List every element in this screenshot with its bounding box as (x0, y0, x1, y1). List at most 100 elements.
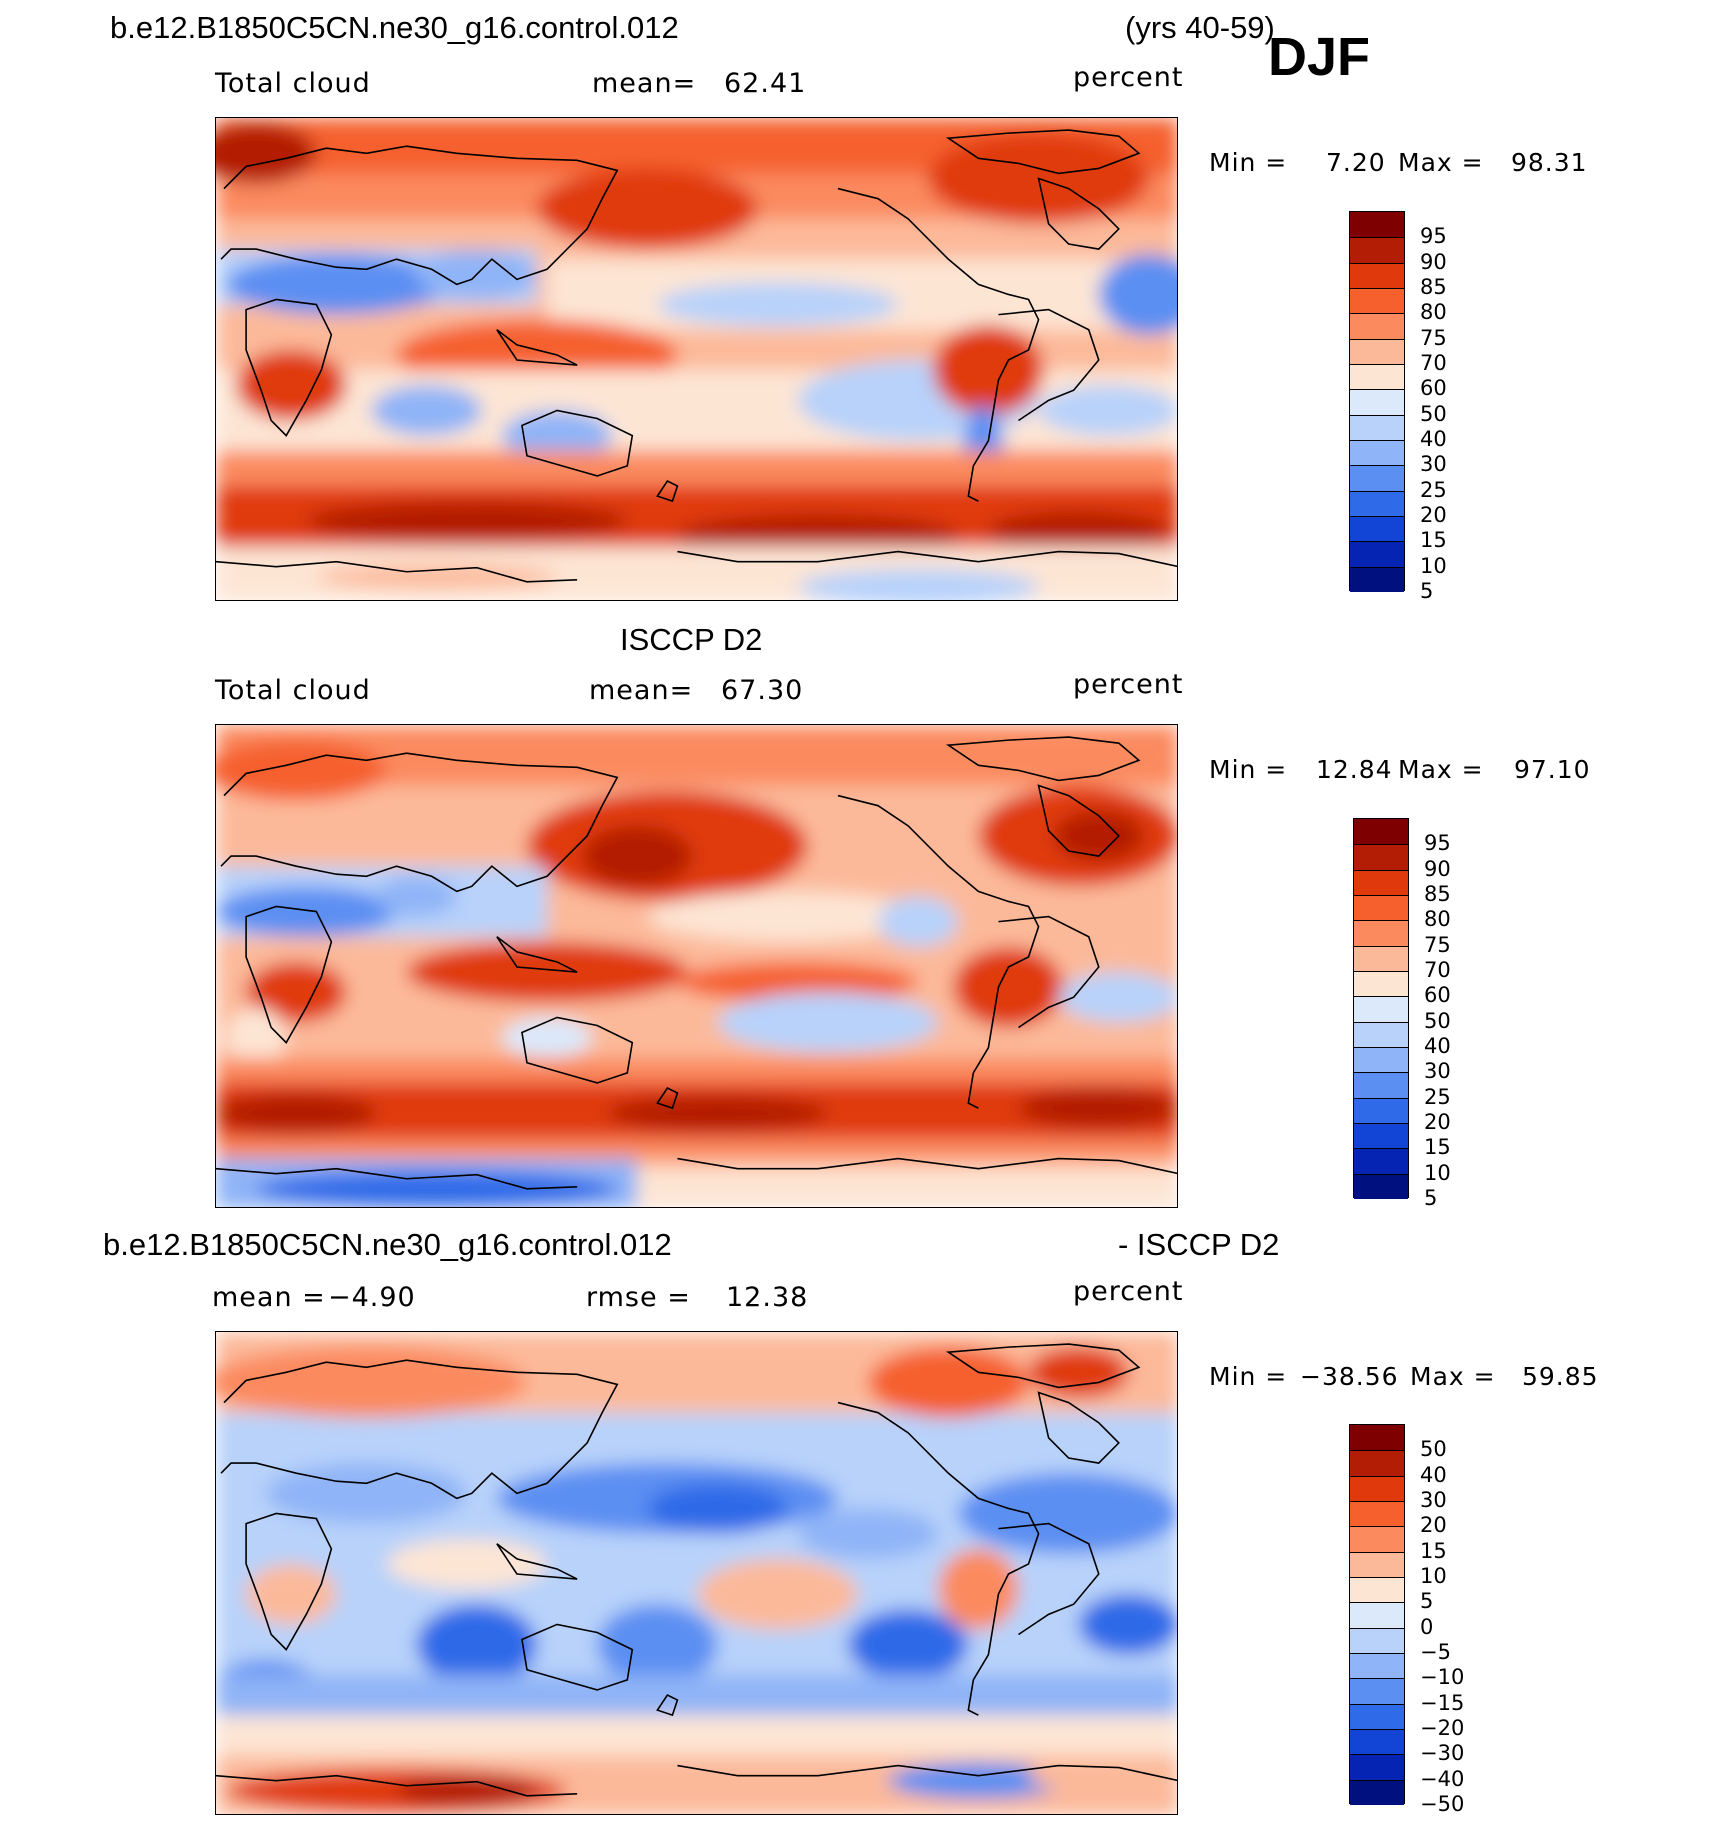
colorbar-tick-label: 20 (1420, 1513, 1447, 1538)
colorbar-tick-label: 70 (1420, 351, 1447, 375)
colorbar-swatch (1350, 1602, 1404, 1628)
colorbar-swatch (1350, 1703, 1404, 1729)
colorbar-tick-label: 25 (1420, 477, 1447, 502)
colorbar-tick-label: 40 (1424, 1034, 1451, 1058)
colorbar-tick-label: 70 (1424, 958, 1451, 982)
map-diff (215, 1331, 1178, 1815)
panel-diff-min-label: Min = (1209, 1362, 1288, 1391)
colorbar-tick-label: −40 (1420, 1766, 1465, 1791)
years-label: (yrs 40-59) (1125, 10, 1275, 45)
colorbar-model (1349, 211, 1405, 592)
colorbar-tick-label: 30 (1424, 1059, 1451, 1084)
colorbar-swatch (1350, 288, 1404, 314)
coastlines (216, 1343, 1177, 1797)
colorbar-tick-label: 50 (1424, 1008, 1451, 1033)
colorbar-swatch (1354, 996, 1408, 1022)
colorbar-tick-label: 60 (1420, 376, 1447, 401)
panel-model-max-value: 98.31 (1511, 148, 1588, 177)
colorbar-tick-label: 90 (1424, 856, 1451, 881)
panel-diff-units: percent (1073, 1276, 1184, 1307)
panel-diff-max-label: Max = (1410, 1362, 1496, 1391)
colorbar-swatch (1354, 1021, 1408, 1047)
map-obs (215, 724, 1178, 1208)
colorbar-swatch (1354, 1047, 1408, 1073)
panel-obs-mean-label: mean= (589, 675, 694, 706)
colorbar-swatch (1354, 920, 1408, 946)
colorbar-tick-label: −5 (1420, 1640, 1451, 1664)
panel-obs-mean-value: 67.30 (721, 675, 804, 706)
colorbar-tick-label: 95 (1424, 831, 1451, 856)
colorbar-swatch (1350, 414, 1404, 440)
panel-obs-variable: Total cloud (215, 675, 371, 706)
panel-obs-min-value: 12.84 (1316, 755, 1393, 784)
colorbar-tick-label: 10 (1424, 1160, 1451, 1185)
colorbar-tick-label: 75 (1420, 325, 1447, 350)
colorbar-swatch (1350, 1526, 1404, 1552)
colorbar-swatch (1350, 1754, 1404, 1780)
panel-model-min-value: 7.20 (1326, 148, 1386, 177)
colorbar-tick-label: 15 (1420, 1538, 1447, 1563)
panel-diff-max-value: 59.85 (1522, 1362, 1599, 1391)
panel-model-units: percent (1073, 62, 1184, 93)
colorbar-swatch (1350, 1627, 1404, 1653)
colorbar-swatch (1350, 212, 1404, 238)
colorbar-swatch (1354, 1097, 1408, 1123)
colorbar-tick-label: −15 (1420, 1690, 1465, 1715)
colorbar-swatch (1350, 313, 1404, 339)
colorbar-tick-label: 85 (1420, 275, 1447, 299)
panel-diff-rmse-value: 12.38 (726, 1282, 809, 1313)
colorbar-swatch (1350, 490, 1404, 516)
panel-diff-min-value: −38.56 (1300, 1362, 1399, 1391)
colorbar-swatch (1350, 1678, 1404, 1704)
panel-diff-title-right: - ISCCP D2 (1118, 1227, 1280, 1262)
colorbar-swatch (1350, 541, 1404, 567)
colorbar-swatch (1350, 1551, 1404, 1577)
colorbar-tick-label: −20 (1420, 1716, 1465, 1740)
colorbar-swatch (1354, 971, 1408, 997)
panel-obs-min-label: Min = (1209, 755, 1288, 784)
colorbar-swatch (1350, 1501, 1404, 1527)
colorbar-tick-label: 10 (1420, 553, 1447, 578)
coastlines (216, 736, 1177, 1190)
colorbar-tick-label: 95 (1420, 224, 1447, 249)
panel-model-max-label: Max = (1398, 148, 1484, 177)
colorbar-tick-label: 80 (1424, 907, 1451, 932)
colorbar-tick-label: 5 (1420, 1589, 1434, 1614)
panel-obs-title: ISCCP D2 (620, 622, 763, 657)
colorbar-swatch (1350, 566, 1404, 592)
colorbar-tick-label: 40 (1420, 427, 1447, 451)
colorbar-tick-label: 90 (1420, 249, 1447, 274)
case-title: b.e12.B1850C5CN.ne30_g16.control.012 (110, 10, 679, 45)
colorbar-swatch (1354, 869, 1408, 895)
colorbar-tick-label: 30 (1420, 452, 1447, 477)
colorbar-tick-label: 80 (1420, 300, 1447, 325)
colorbar-tick-label: 85 (1424, 882, 1451, 906)
colorbar-swatch (1350, 440, 1404, 466)
colorbar-tick-label: 15 (1420, 528, 1447, 553)
panel-diff-mean-label: mean = (212, 1282, 326, 1313)
colorbar-swatch (1350, 1729, 1404, 1755)
colorbar-swatch (1350, 338, 1404, 364)
panel-obs-max-value: 97.10 (1514, 755, 1591, 784)
colorbar-tick-label: 50 (1420, 401, 1447, 426)
colorbar-swatch (1350, 1653, 1404, 1679)
colorbar-swatch (1354, 819, 1408, 845)
colorbar-swatch (1354, 945, 1408, 971)
colorbar-tick-label: 5 (1424, 1186, 1438, 1210)
panel-diff-title-left: b.e12.B1850C5CN.ne30_g16.control.012 (103, 1227, 672, 1262)
colorbar-tick-label: −50 (1420, 1792, 1465, 1816)
colorbar-tick-label: 10 (1420, 1564, 1447, 1588)
colorbar-swatch (1350, 1425, 1404, 1451)
colorbar-tick-label: 60 (1424, 983, 1451, 1008)
panel-model-min-label: Min = (1209, 148, 1288, 177)
colorbar-swatch (1354, 844, 1408, 870)
map-obs-field (216, 725, 1177, 1207)
colorbar-swatch (1354, 1173, 1408, 1199)
colorbar-swatch (1354, 1072, 1408, 1098)
colorbar-tick-label: 75 (1424, 932, 1451, 957)
panel-obs-units: percent (1073, 669, 1184, 700)
colorbar-tick-label: 25 (1424, 1084, 1451, 1109)
panel-obs-max-label: Max = (1398, 755, 1484, 784)
colorbar-tick-label: 40 (1420, 1462, 1447, 1487)
colorbar-tick-label: −30 (1420, 1741, 1465, 1766)
